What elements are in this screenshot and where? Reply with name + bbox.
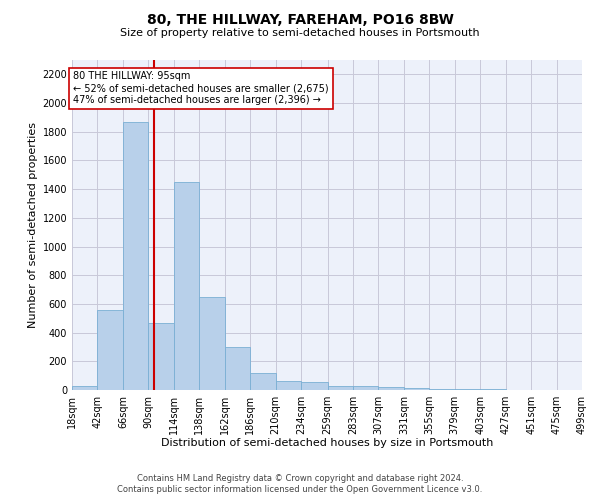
Text: 80 THE HILLWAY: 95sqm
← 52% of semi-detached houses are smaller (2,675)
47% of s: 80 THE HILLWAY: 95sqm ← 52% of semi-deta… bbox=[73, 72, 329, 104]
Bar bbox=[379, 387, 404, 390]
Bar bbox=[224, 347, 250, 390]
Text: 80, THE HILLWAY, FAREHAM, PO16 8BW: 80, THE HILLWAY, FAREHAM, PO16 8BW bbox=[146, 12, 454, 26]
Bar bbox=[301, 382, 328, 390]
Bar bbox=[199, 296, 224, 390]
Bar bbox=[455, 389, 480, 390]
Bar bbox=[250, 373, 275, 390]
Bar bbox=[72, 386, 97, 390]
Bar bbox=[123, 122, 148, 390]
Bar bbox=[328, 386, 353, 390]
Bar bbox=[404, 388, 430, 390]
Y-axis label: Number of semi-detached properties: Number of semi-detached properties bbox=[28, 122, 38, 328]
Bar bbox=[353, 386, 379, 390]
Bar bbox=[174, 182, 199, 390]
Bar bbox=[148, 322, 174, 390]
Bar bbox=[275, 380, 301, 390]
Bar bbox=[430, 388, 455, 390]
X-axis label: Distribution of semi-detached houses by size in Portsmouth: Distribution of semi-detached houses by … bbox=[161, 438, 493, 448]
Text: Contains HM Land Registry data © Crown copyright and database right 2024.
Contai: Contains HM Land Registry data © Crown c… bbox=[118, 474, 482, 494]
Text: Size of property relative to semi-detached houses in Portsmouth: Size of property relative to semi-detach… bbox=[120, 28, 480, 38]
Bar bbox=[97, 310, 123, 390]
